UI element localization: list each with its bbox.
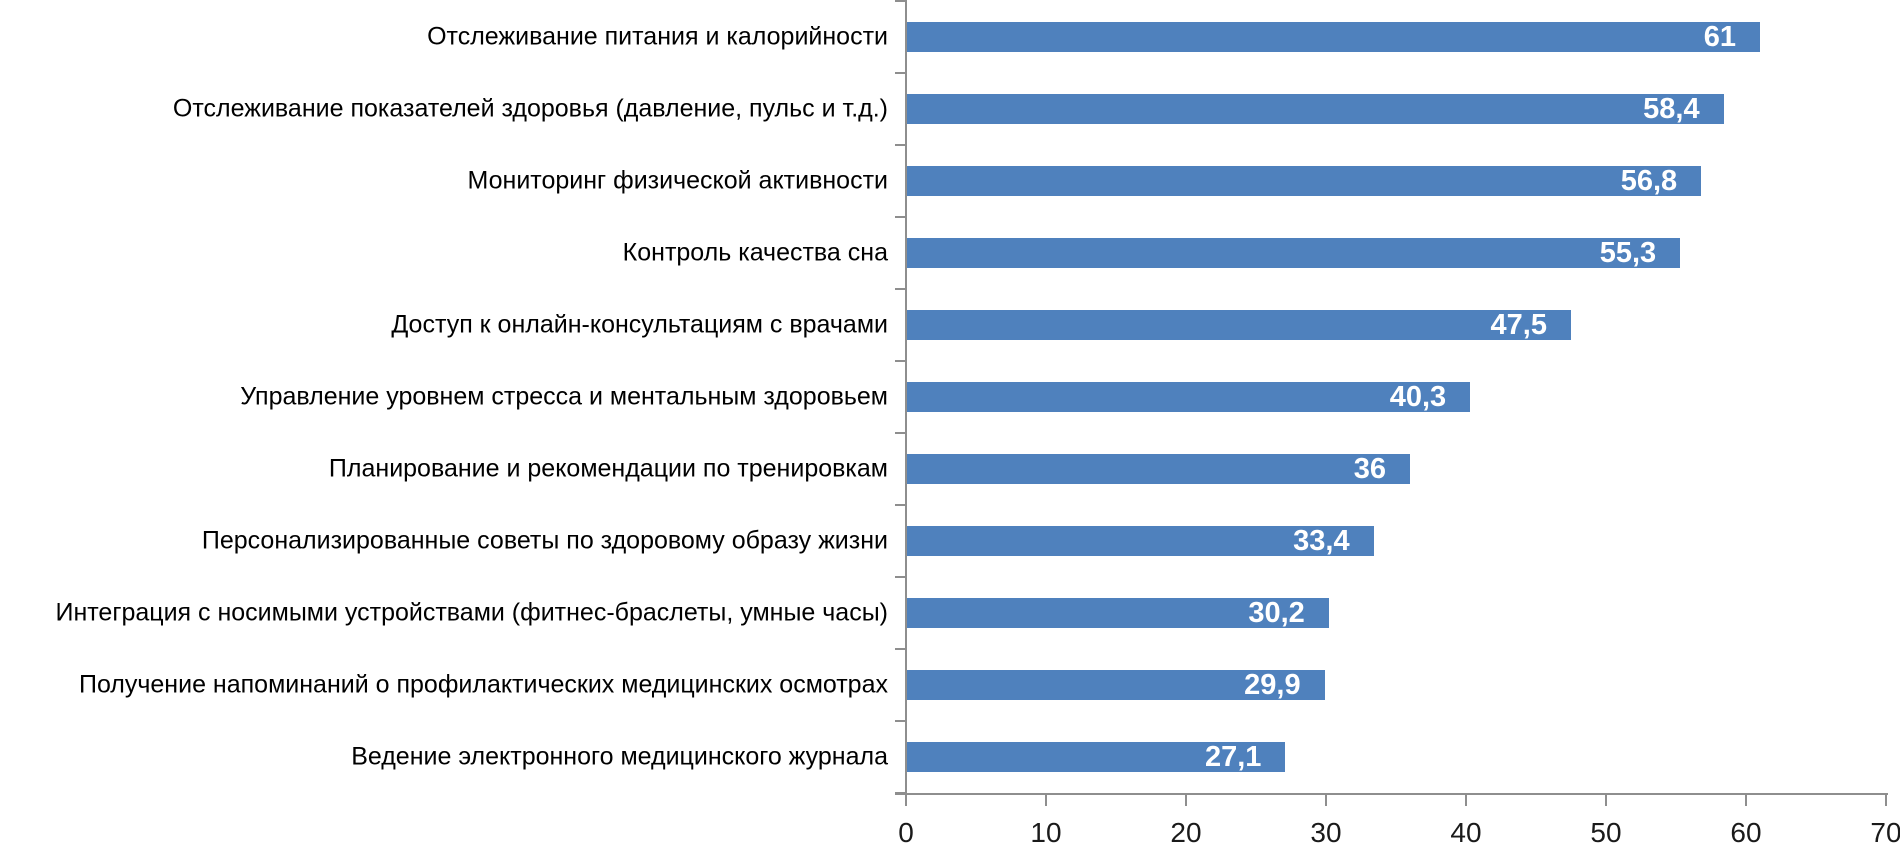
bar-value-label: 33,4	[1293, 524, 1350, 557]
bar: 33,4	[906, 524, 1374, 557]
bar: 55,3	[906, 236, 1681, 269]
bar-area: 56,8	[906, 145, 1886, 217]
category-label-cell: Получение напоминаний о профилактических…	[0, 649, 888, 721]
bar-area: 27,1	[906, 721, 1886, 793]
x-axis-tick	[1605, 795, 1607, 806]
x-axis-tick-label: 0	[898, 817, 914, 848]
y-axis-tick	[895, 0, 906, 2]
bar-area: 40,3	[906, 361, 1886, 433]
category-label: Получение напоминаний о профилактических…	[78, 670, 888, 699]
category-label: Доступ к онлайн-консультациям с врачами	[391, 310, 888, 339]
bar-value-label: 56,8	[1620, 164, 1678, 197]
bar: 61	[906, 20, 1760, 53]
x-axis-tick-label: 20	[1170, 817, 1202, 848]
bar: 30,2	[906, 596, 1329, 629]
bar-value-label: 61	[1703, 20, 1736, 53]
chart-row: Управление уровнем стресса и ментальным …	[0, 361, 1886, 433]
chart-row: Доступ к онлайн-консультациям с врачами 4…	[0, 289, 1886, 361]
category-label-cell: Планирование и рекомендации по тренировк…	[0, 433, 888, 505]
bar-area: 61	[906, 1, 1886, 73]
x-axis-tick	[905, 795, 907, 806]
y-axis-tick	[895, 720, 906, 722]
x-axis-tick	[1885, 795, 1887, 806]
y-axis-tick	[895, 144, 906, 146]
x-axis-tick-label: 30	[1310, 817, 1342, 848]
x-axis-tick	[1745, 795, 1747, 806]
chart-row: Интеграция с носимыми устройствами (фитн…	[0, 577, 1886, 649]
bar: 40,3	[906, 380, 1471, 413]
bar: 56,8	[906, 164, 1702, 197]
bar: 47,5	[906, 308, 1571, 341]
bar-value-label: 40,3	[1389, 380, 1447, 413]
y-axis-tick	[895, 360, 906, 362]
x-axis-line	[895, 793, 1888, 795]
bar-value-label: 29,9	[1244, 668, 1301, 701]
y-axis-tick	[895, 432, 906, 434]
y-axis-tick	[895, 504, 906, 506]
y-axis-line	[905, 0, 907, 794]
bar-area: 47,5	[906, 289, 1886, 361]
chart-row: Персонализированные советы по здоровому …	[0, 505, 1886, 577]
bar-value-label: 36	[1353, 452, 1386, 485]
bar-value-label: 47,5	[1490, 308, 1547, 341]
category-label-cell: Персонализированные советы по здоровому …	[0, 505, 888, 577]
y-axis-tick	[895, 576, 906, 578]
category-label-cell: Доступ к онлайн-консультациям с врачами	[0, 289, 888, 361]
category-label-cell: Мониторинг физической активности	[0, 145, 888, 217]
bar-area: 30,2	[906, 577, 1886, 649]
chart-row: Контроль качества сна 55,3	[0, 217, 1886, 289]
x-axis-tick-label: 50	[1590, 817, 1622, 848]
y-axis-tick	[895, 288, 906, 290]
bar-value-label: 27,1	[1204, 740, 1262, 773]
category-label-cell: Интеграция с носимыми устройствами (фитн…	[0, 577, 888, 649]
x-axis-tick	[1465, 795, 1467, 806]
y-axis-tick	[895, 216, 906, 218]
chart-row: Получение напоминаний о профилактических…	[0, 649, 1886, 721]
x-axis-tick	[1185, 795, 1187, 806]
bar-area: 36	[906, 433, 1886, 505]
category-label: Персонализированные советы по здоровому …	[201, 526, 888, 555]
x-axis-tick	[1325, 795, 1327, 806]
category-label-cell: Ведение электронного медицинского журнал…	[0, 721, 888, 793]
bar-area: 55,3	[906, 217, 1886, 289]
category-label: Ведение электронного медицинского журнал…	[351, 742, 888, 771]
bar-value-label: 58,4	[1643, 92, 1700, 125]
bar-area: 33,4	[906, 505, 1886, 577]
x-axis-tick-label: 60	[1730, 817, 1762, 848]
bar-value-label: 55,3	[1599, 236, 1657, 269]
category-label: Планирование и рекомендации по тренировк…	[328, 454, 888, 483]
bar-value-label: 30,2	[1248, 596, 1305, 629]
x-axis-tick-label: 10	[1030, 817, 1062, 848]
x-axis-tick-label: 40	[1450, 817, 1482, 848]
category-label-cell: Отслеживание показателей здоровья (давле…	[0, 73, 888, 145]
y-axis-tick	[895, 72, 906, 74]
bar: 58,4	[906, 92, 1724, 125]
category-label-cell: Управление уровнем стресса и ментальным …	[0, 361, 888, 433]
category-label: Интеграция с носимыми устройствами (фитн…	[55, 598, 888, 627]
category-label: Отслеживание показателей здоровья (давле…	[172, 94, 888, 123]
chart-row: Отслеживание показателей здоровья (давле…	[0, 73, 1886, 145]
y-axis-tick	[895, 648, 906, 650]
category-label: Мониторинг физической активности	[467, 166, 888, 195]
x-axis-tick-label: 70	[1870, 817, 1900, 848]
chart-row: Отслеживание питания и калорийности 61	[0, 1, 1886, 73]
bar-area: 58,4	[906, 73, 1886, 145]
chart-rows: Отслеживание питания и калорийности 61 Отс…	[0, 1, 1886, 793]
bar: 29,9	[906, 668, 1325, 701]
chart-row: Ведение электронного медицинского журнал…	[0, 721, 1886, 793]
bar-area: 29,9	[906, 649, 1886, 721]
x-axis-tick	[1045, 795, 1047, 806]
category-label-cell: Отслеживание питания и калорийности	[0, 1, 888, 73]
bar: 27,1	[906, 740, 1286, 773]
bar: 36	[906, 452, 1410, 485]
category-label: Отслеживание питания и калорийности	[427, 22, 888, 51]
chart-row: Планирование и рекомендации по тренировк…	[0, 433, 1886, 505]
category-label: Контроль качества сна	[622, 238, 888, 267]
category-label-cell: Контроль качества сна	[0, 217, 888, 289]
category-label: Управление уровнем стресса и ментальным …	[240, 382, 888, 411]
chart-row: Мониторинг физической активности 56,8	[0, 145, 1886, 217]
